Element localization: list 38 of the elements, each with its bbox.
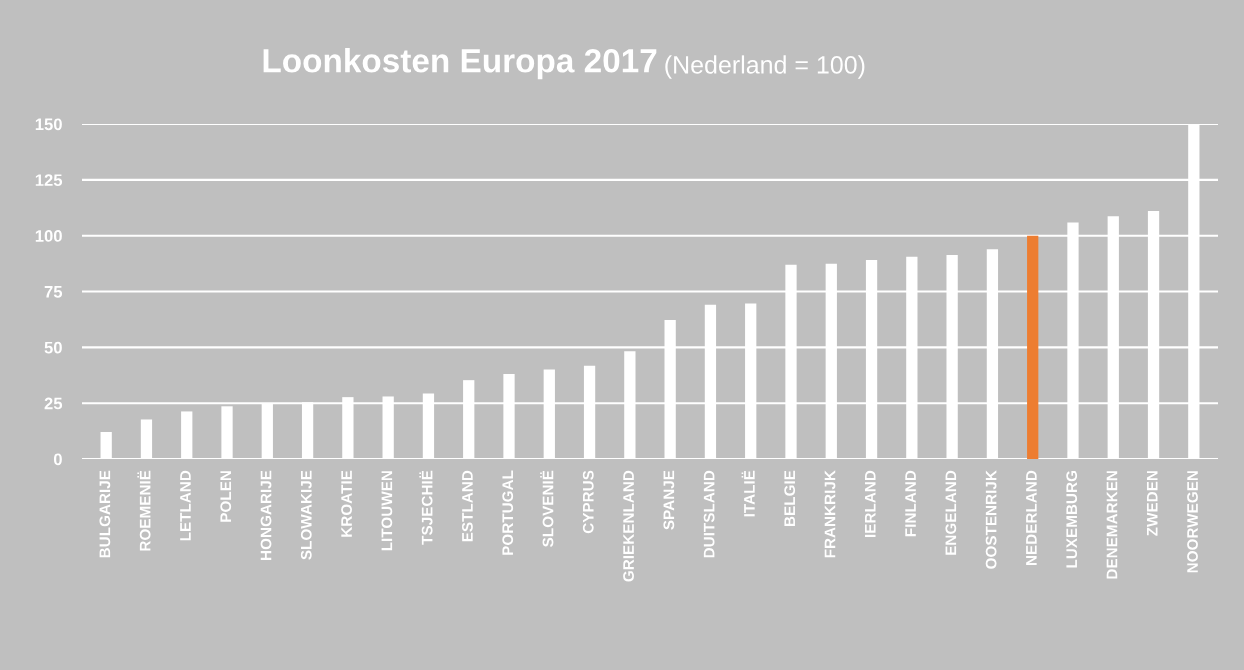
x-tick-label: BELGIE — [784, 470, 796, 526]
x-tick-label: NOORWEGEN — [1187, 471, 1198, 573]
x-tick-label: OOSTENRIJK — [985, 470, 997, 569]
x-tick-label: POLEN — [220, 471, 232, 522]
x-tick-label: KROATIE — [341, 470, 352, 537]
y-tick-label: 0 — [53, 453, 62, 466]
x-tick-label: SPANJE — [663, 470, 675, 530]
x-tick-label: BULGARIJE — [99, 470, 111, 558]
x-tick-label: TSJECHIË — [419, 470, 433, 545]
y-tick-label: 100 — [35, 230, 62, 242]
x-tick-label: IERLAND — [865, 470, 876, 537]
x-tick-label: PORTUGAL — [502, 470, 514, 555]
x-tick-label: GRIEKENLAND — [623, 470, 634, 582]
x-tick-label: ENGELAND — [945, 470, 957, 555]
x-tick-label: LETLAND — [180, 470, 191, 541]
y-tick-label: 75 — [44, 286, 63, 298]
y-tick-label: 125 — [35, 174, 63, 187]
x-tick-label: ROEMENIË — [137, 470, 151, 551]
x-tick-label: ESTLAND — [462, 470, 473, 542]
x-tick-label: ITALIË — [741, 470, 755, 517]
bar — [1027, 235, 1039, 459]
x-tick-label: LITOUWEN — [381, 471, 393, 551]
x-tick-label: SLOWAKIJE — [300, 470, 312, 560]
chart-title: Loonkosten Europa 2017 — [263, 48, 657, 80]
x-tick-label: CYPRUS — [582, 470, 594, 534]
x-tick-label: DENEMARKEN — [1106, 471, 1118, 579]
y-tick-label: 25 — [44, 397, 63, 410]
x-tick-label: DUITSLAND — [703, 470, 715, 558]
x-tick-label: LUXEMBURG — [1066, 471, 1078, 568]
y-tick-label: 50 — [44, 341, 62, 354]
x-tick-label: ZWEDEN — [1146, 471, 1158, 536]
x-tick-label: NEDERLAND — [1026, 470, 1037, 565]
x-tick-label: FINLAND — [905, 470, 916, 537]
y-tick-label: 150 — [35, 118, 62, 131]
x-tick-label: HONGARIJE — [260, 470, 272, 560]
x-tick-label: FRANKRIJK — [824, 470, 836, 558]
x-tick-label: SLOVENIË — [540, 470, 554, 547]
chart-subtitle: (Nederland = 100) — [665, 55, 865, 79]
